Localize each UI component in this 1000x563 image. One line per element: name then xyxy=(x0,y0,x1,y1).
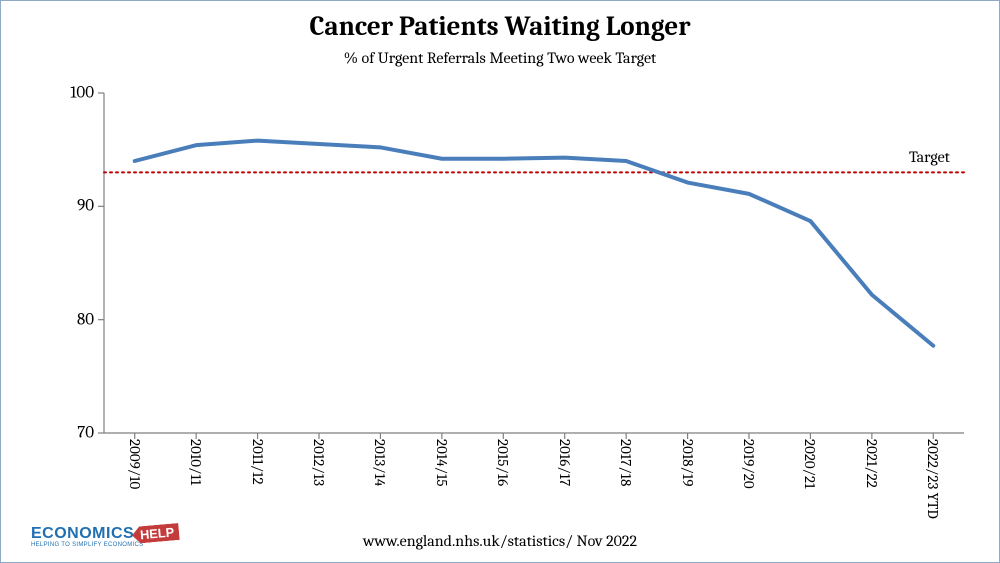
x-tick-label: 2021/22 xyxy=(863,439,881,488)
logo-word: ECONOMICS xyxy=(31,525,134,542)
x-tick-label: 2020/21 xyxy=(801,439,819,489)
x-tick-label: 2017/18 xyxy=(617,439,635,486)
chart-frame: Cancer Patients Waiting Longer % of Urge… xyxy=(0,0,1000,563)
x-tick-label: 2010/11 xyxy=(187,439,205,485)
source-line: www.england.nhs.uk/statistics/ Nov 2022 xyxy=(363,532,637,550)
y-tick-label: 80 xyxy=(77,310,104,329)
x-tick-label: 2014/15 xyxy=(433,439,451,487)
y-tick-label: 90 xyxy=(77,197,104,216)
x-tick-label: 2016/17 xyxy=(556,439,574,486)
logo-tag: HELP xyxy=(132,523,180,544)
plot-area: 7080901002009/102010/112011/122012/13201… xyxy=(104,93,964,433)
target-label: Target xyxy=(909,148,950,166)
x-tick-label: 2009/10 xyxy=(126,439,144,489)
x-tick-label: 2015/16 xyxy=(494,439,512,486)
chart-svg xyxy=(104,93,964,433)
x-tick-label: 2011/12 xyxy=(249,439,267,485)
x-tick-label: 2018/19 xyxy=(679,439,697,487)
y-tick-label: 70 xyxy=(77,424,104,443)
x-tick-label: 2022/23 YTD xyxy=(924,439,942,519)
chart-subtitle: % of Urgent Referrals Meeting Two week T… xyxy=(1,49,999,67)
logo-sub: HELPING TO SIMPLIFY ECONOMICS xyxy=(31,542,179,548)
x-tick-label: 2012/13 xyxy=(310,439,328,486)
x-tick-label: 2013/14 xyxy=(371,439,389,486)
economics-help-logo: ECONOMICSHELP HELPING TO SIMPLIFY ECONOM… xyxy=(31,525,179,548)
y-tick-label: 100 xyxy=(70,84,104,103)
chart-title: Cancer Patients Waiting Longer xyxy=(1,11,999,42)
x-tick-label: 2019/20 xyxy=(740,439,758,489)
